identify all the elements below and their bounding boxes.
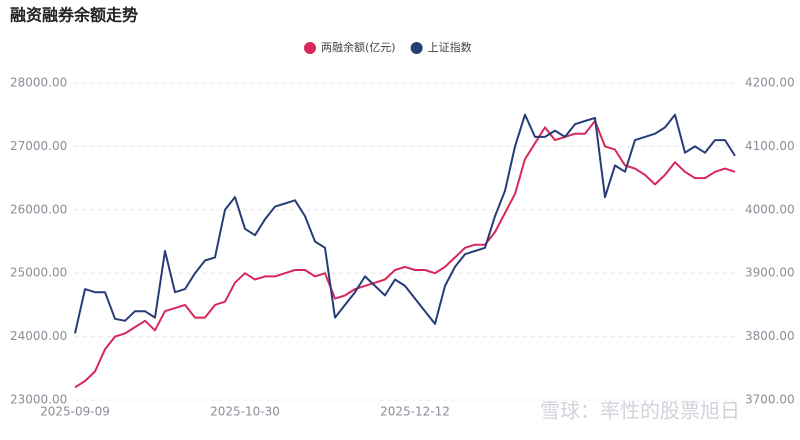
x-tick-label: 2025-09-09: [40, 405, 110, 419]
y2-tick-label: 3900.00: [745, 266, 795, 280]
y2-tick-label: 4000.00: [745, 202, 795, 216]
y-tick-label: 28000.00: [10, 76, 67, 90]
series-line: [74, 120, 736, 389]
chart-title: 融资融券余额走势: [10, 6, 138, 25]
legend-label: 上证指数: [428, 40, 472, 54]
y-tick-label: 27000.00: [10, 139, 67, 153]
legend-label: 两融余额(亿元): [321, 40, 396, 54]
y-tick-label: 23000.00: [10, 393, 67, 407]
y2-tick-label: 4200.00: [745, 76, 795, 90]
y2-tick-label: 4100.00: [745, 139, 795, 153]
x-tick-label: 2025-12-12: [380, 405, 450, 419]
watermark: 雪球：率性的股票旭日: [540, 399, 740, 423]
legend-swatch: [304, 42, 316, 54]
x-tick-label: 2025-10-30: [210, 405, 280, 419]
series-line: [74, 113, 736, 334]
y-tick-label: 24000.00: [10, 329, 67, 343]
y-tick-label: 26000.00: [10, 202, 67, 216]
legend-swatch: [410, 42, 423, 54]
y2-tick-label: 3700.00: [745, 393, 795, 407]
y2-tick-label: 3800.00: [745, 329, 795, 343]
y-tick-label: 25000.00: [10, 266, 67, 280]
